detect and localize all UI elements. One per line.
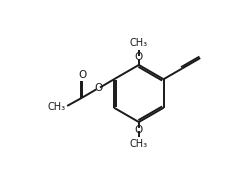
Text: O: O <box>135 125 143 135</box>
Text: O: O <box>135 52 143 62</box>
Text: O: O <box>78 70 87 80</box>
Text: CH₃: CH₃ <box>130 38 148 48</box>
Text: O: O <box>94 83 102 94</box>
Text: CH₃: CH₃ <box>47 102 65 112</box>
Text: CH₃: CH₃ <box>130 139 148 149</box>
